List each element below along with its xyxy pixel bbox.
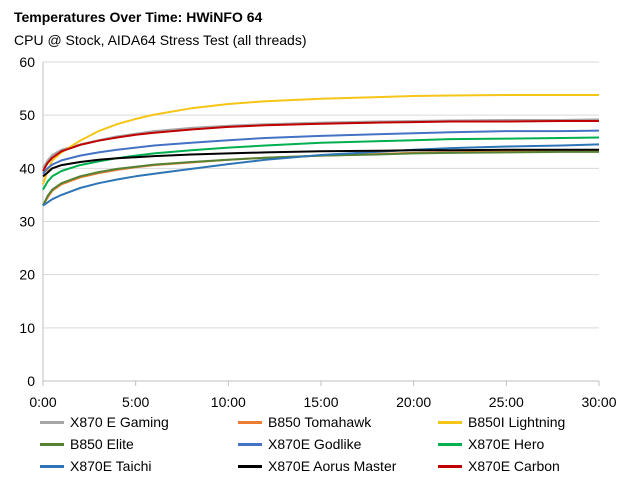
series-line-x870e-taichi	[42, 143, 600, 207]
x-tick-label: 10:00	[211, 394, 246, 410]
y-tick-label: 40	[19, 160, 35, 176]
x-tick-label: 0:00	[29, 394, 56, 410]
y-tick-label: 50	[19, 107, 35, 123]
legend-label: X870E Taichi	[70, 458, 152, 474]
legend-item: X870E Godlike	[238, 436, 361, 452]
gridlines	[43, 61, 599, 329]
x-tick-label: 15:00	[303, 394, 338, 410]
legend-label: X870E Godlike	[268, 436, 362, 452]
series-line-b850i-lightning	[42, 94, 599, 185]
series-line-x870-e-gaming	[42, 118, 600, 169]
y-tick-label: 30	[19, 214, 35, 230]
legend-swatch	[40, 442, 64, 446]
legend-swatch	[238, 442, 262, 446]
legend-label: X870E Hero	[468, 436, 545, 452]
series-line-x870e-godlike	[42, 129, 600, 175]
legend-swatch	[438, 464, 462, 468]
series-lines	[42, 94, 600, 207]
legend-swatch	[238, 464, 262, 468]
y-tick-label: 10	[19, 320, 35, 336]
legend-item: B850I Lightning	[438, 414, 565, 430]
legend-item: X870E Taichi	[40, 458, 151, 474]
tick-labels: 0 10 20 30 40 50 60 0:00 5:00 10:00 15:00 20:00 25:0…	[19, 54, 616, 410]
legend-swatch	[40, 420, 64, 424]
legend-item: X870E Carbon	[438, 458, 560, 474]
legend-item: B850 Tomahawk	[238, 414, 371, 430]
legend-label: B850I Lightning	[468, 414, 566, 430]
legend-swatch	[238, 420, 262, 424]
series-line-x870e-carbon	[42, 120, 599, 172]
legend-item: X870E Hero	[438, 436, 544, 452]
series-line-x870e-hero	[42, 136, 600, 191]
y-tick-label: 60	[19, 54, 35, 70]
legend-item: X870E Aorus Master	[238, 458, 396, 474]
legend-label: X870E Carbon	[468, 458, 560, 474]
x-tick-label: 20:00	[396, 394, 431, 410]
axes	[42, 62, 600, 386]
y-tick-label: 20	[19, 267, 35, 283]
legend-label: X870 E Gaming	[70, 414, 169, 430]
legend-swatch	[40, 464, 64, 468]
x-tick-label: 30:00	[581, 394, 616, 410]
legend-item: B850 Elite	[40, 436, 134, 452]
series-line-x870e-aorus-master	[42, 148, 599, 178]
legend-swatch	[438, 420, 462, 424]
legend-label: X870E Aorus Master	[268, 458, 397, 474]
legend-swatch	[438, 442, 462, 446]
chart-subtitle: CPU @ Stock, AIDA64 Stress Test (all thr…	[14, 32, 307, 48]
legend-item: X870 E Gaming	[40, 414, 169, 430]
series-line-b850-elite	[42, 150, 599, 206]
y-tick-label: 0	[27, 373, 35, 389]
x-tick-label: 5:00	[122, 394, 149, 410]
x-tick-label: 25:00	[489, 394, 524, 410]
chart-title: Temperatures Over Time: HWiNFO 64	[14, 9, 263, 25]
legend-label: B850 Tomahawk	[268, 414, 372, 430]
legend-label: B850 Elite	[70, 436, 134, 452]
